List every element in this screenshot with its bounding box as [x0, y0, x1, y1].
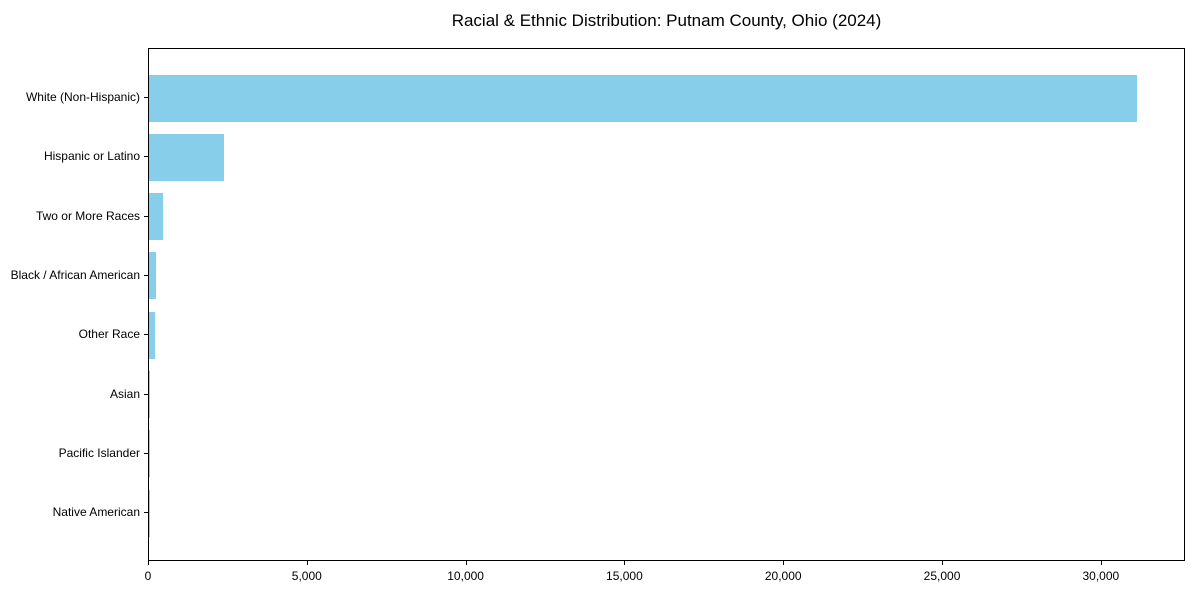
- x-axis-tick-label: 30,000: [1082, 569, 1120, 583]
- x-axis-tick: [148, 561, 149, 565]
- y-axis-label-black-african-american: Black / African American: [10, 267, 140, 282]
- y-axis-tick: [144, 97, 148, 98]
- bar-two-or-more-races: [149, 193, 163, 241]
- chart-title: Racial & Ethnic Distribution: Putnam Cou…: [451, 11, 882, 30]
- y-axis-tick: [144, 215, 148, 217]
- bar-white-non-hispanic: [149, 74, 1137, 122]
- x-axis-tick: [306, 561, 308, 565]
- x-axis-tick-label: 5,000: [291, 569, 322, 583]
- x-axis-tick: [465, 561, 467, 565]
- x-axis-tick-label: 25,000: [923, 569, 961, 583]
- y-axis-label-other-race: Other Race: [78, 327, 140, 342]
- x-axis-tick-label: 15,000: [606, 569, 643, 583]
- y-axis-label-two-or-more-races: Two or More Races: [35, 208, 140, 223]
- y-axis-tick: [144, 274, 148, 276]
- y-axis-tick: [144, 393, 148, 395]
- y-axis-label-hispanic-or-latino: Hispanic or Latino: [43, 149, 140, 164]
- y-axis-tick: [144, 334, 148, 336]
- bar-hispanic-or-latino: [149, 133, 224, 181]
- y-axis-tick: [144, 452, 148, 454]
- bar-other-race: [149, 311, 155, 359]
- bar-black-african-american: [149, 252, 156, 300]
- x-axis-tick-label: 20,000: [764, 569, 802, 583]
- x-axis-tick: [1100, 561, 1102, 565]
- y-axis-label-asian: Asian: [109, 386, 140, 401]
- plot-area: [148, 48, 1185, 561]
- y-axis-label-white-non-hispanic: White (Non-Hispanic): [25, 90, 140, 104]
- y-axis-label-native-american: Native American: [52, 505, 140, 520]
- y-axis-tick: [144, 156, 148, 158]
- x-axis-tick: [942, 561, 944, 565]
- y-axis-tick: [144, 512, 148, 514]
- x-axis-tick: [783, 561, 785, 565]
- y-axis-label-pacific-islander: Pacific Islander: [58, 445, 140, 460]
- bar-asian: [149, 371, 151, 418]
- x-axis-tick-label: 10,000: [447, 569, 484, 583]
- x-axis-tick: [624, 561, 626, 565]
- x-axis-tick-label: 0: [144, 569, 152, 583]
